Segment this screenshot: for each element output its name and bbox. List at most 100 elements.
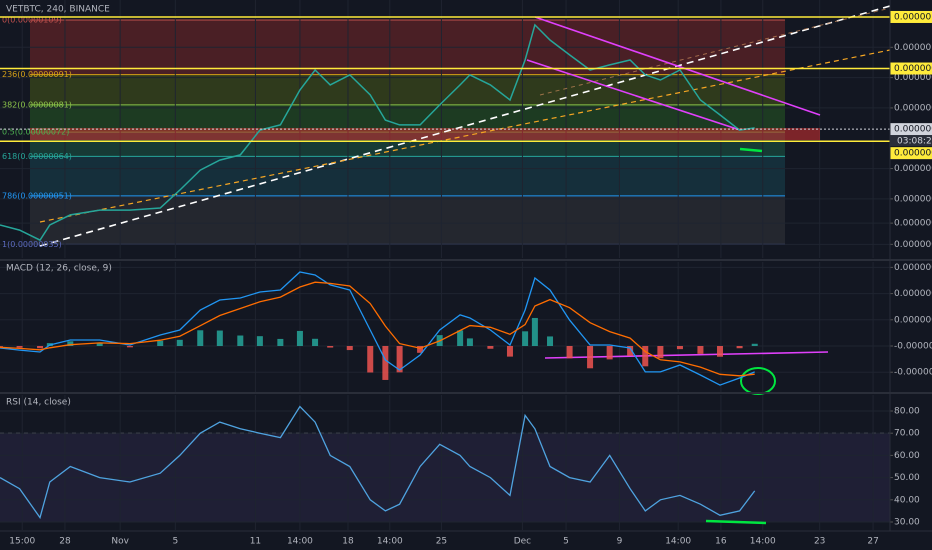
fib-label: 786(0.00000051) [2, 191, 72, 200]
rsi-title: RSI (14, close) [6, 398, 71, 408]
green-mark [739, 147, 763, 153]
support-zone [30, 128, 820, 140]
y-tick-label: 80.00 [894, 406, 920, 416]
x-tick-label: 18 [342, 537, 354, 547]
x-tick-label: 27 [867, 537, 878, 547]
fib-band [30, 104, 785, 133]
histogram-bar [547, 336, 554, 347]
fib-label: 1(0.00000035) [2, 240, 62, 249]
histogram-bar [0, 346, 3, 347]
histogram-bar [751, 343, 758, 347]
x-tick-label: 28 [59, 537, 71, 547]
x-tick-label: 11 [250, 537, 261, 547]
y-tick-label: 0.00000100 [894, 43, 932, 53]
y-tick-label: 0.00000035 [894, 240, 932, 250]
price-label: 0.00000110 [894, 12, 932, 22]
histogram-bar [657, 346, 664, 359]
x-tick-label: 5 [563, 537, 569, 547]
price-label-box [890, 147, 932, 160]
rsi-green-line [705, 519, 767, 525]
histogram-bar [296, 330, 303, 347]
y-tick-label: 0.00000042 [894, 219, 932, 229]
macd-line [0, 271, 755, 386]
rsi-line [0, 405, 756, 520]
fib-label: 618(0.00000064) [2, 152, 72, 161]
histogram-bar [522, 331, 529, 347]
histogram-bar [37, 346, 44, 349]
price-label-box [890, 10, 932, 23]
x-tick-label: 5 [172, 537, 178, 547]
x-tick-label: 25 [436, 537, 447, 547]
histogram-bar [627, 346, 634, 356]
histogram-bar [736, 346, 743, 349]
histogram-bar [237, 335, 244, 347]
histogram-bar [157, 340, 164, 347]
trend-line-orange [39, 49, 891, 223]
y-tick-label: 0.00000002 [894, 315, 932, 325]
histogram-bar [327, 346, 334, 348]
histogram-bar [417, 346, 424, 353]
histogram-bar [367, 346, 374, 373]
price-label: 0.00000069 [894, 149, 932, 159]
y-tick-label: 30.00 [894, 518, 920, 528]
histogram-bar [506, 346, 513, 357]
x-tick-label: 14:00 [377, 537, 403, 547]
histogram-bar [566, 346, 573, 359]
fib-label: 0.5(0.00000072) [2, 128, 69, 137]
y-tick-label: -0.00000002 [894, 368, 932, 378]
countdown-box [890, 135, 932, 147]
price-label: 0.00000073 [894, 125, 932, 135]
histogram-bar [606, 346, 613, 360]
histogram-bar [382, 346, 389, 380]
histogram-bar [531, 317, 538, 347]
histogram-bar [457, 330, 464, 347]
macd-title: MACD (12, 26, close, 9) [6, 264, 112, 274]
fib-band [30, 74, 785, 105]
histogram-bar [96, 343, 103, 347]
fib-label: 0(0.00000109) [2, 16, 62, 25]
x-tick-label: 15:00 [9, 537, 35, 547]
histogram-bar [277, 338, 284, 347]
price-label-box [890, 62, 932, 75]
histogram-bar [256, 336, 263, 347]
price-label-box [890, 123, 932, 136]
x-tick-label: 14:00 [665, 537, 691, 547]
x-tick-label: 14:00 [750, 537, 776, 547]
x-tick-label: Dec [514, 537, 531, 547]
y-tick-label: 0.00000004 [894, 289, 932, 299]
histogram-bar [676, 346, 683, 350]
y-tick-label: 70.00 [894, 429, 920, 439]
x-tick-label: 16 [715, 537, 727, 547]
y-tick-label: 60.00 [894, 451, 920, 461]
x-tick-label: 9 [617, 537, 623, 547]
fib-label: 382(0.00000081) [2, 100, 72, 109]
histogram-bar [176, 339, 183, 347]
axis-layer: 15:00 28 Nov 5 11 14:00 18 14:00 25 Dec 5 9 14:00 16 1… [0, 10, 932, 547]
y-tick-label: 50.00 [894, 473, 920, 483]
histogram-bar [126, 346, 133, 348]
histogram-bar [312, 338, 319, 347]
y-tick-label: 0.00000090 [894, 73, 932, 83]
data-layer [0, 23, 758, 520]
y-tick-label: 0.00000080 [894, 103, 932, 113]
histogram-bar [697, 346, 704, 354]
drawings [30, 5, 891, 525]
price-line [0, 23, 755, 242]
macd-line [0, 281, 755, 377]
histogram-bar [642, 346, 649, 367]
price-label: 0.00000093 [894, 64, 932, 74]
histogram-bar [717, 346, 724, 357]
fib-band [30, 156, 785, 196]
histogram-bar [197, 330, 204, 347]
chart-title: VETBTC, 240, BINANCE [6, 5, 110, 15]
fib-band [30, 195, 785, 245]
trend-line-white [39, 5, 891, 247]
y-tick-label: 0.00000050 [894, 194, 932, 204]
y-tick-label: 0.00000060 [894, 164, 932, 174]
histogram-bar [67, 341, 74, 347]
countdown: 03:08:26 [897, 137, 932, 147]
x-tick-label: 23 [814, 537, 825, 547]
x-tick-label: Nov [111, 537, 129, 547]
histogram-bar [16, 346, 23, 348]
